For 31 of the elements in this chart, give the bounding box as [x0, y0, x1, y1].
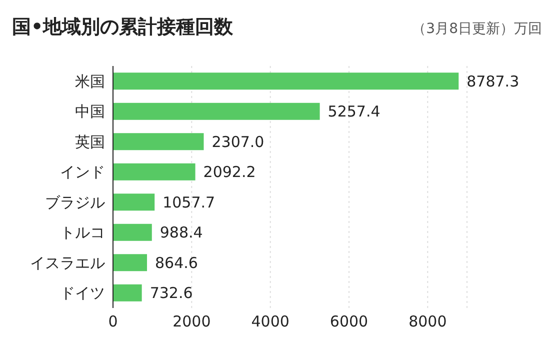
- bar: [113, 254, 148, 272]
- bar: [113, 72, 459, 90]
- bar: [113, 102, 320, 120]
- chart-subtitle: （3月8日更新）万回: [412, 20, 542, 38]
- data-label: 2307.0: [212, 132, 264, 151]
- x-tick-label: 6000: [330, 312, 368, 331]
- data-label: 8787.3: [466, 72, 520, 90]
- bar: [113, 284, 142, 302]
- data-label: 5257.4: [328, 102, 380, 121]
- x-tick-label: 4000: [251, 312, 290, 331]
- x-tick-label: 0: [108, 312, 118, 331]
- bar: [113, 224, 152, 241]
- y-tick-label: インド: [60, 163, 105, 182]
- bar: [113, 194, 155, 211]
- y-tick-label: 米国: [75, 72, 105, 90]
- y-tick-label: トルコ: [60, 224, 105, 242]
- data-label: 1057.7: [162, 193, 216, 212]
- y-tick-label: ブラジル: [45, 193, 105, 212]
- x-tick-label: 8000: [408, 312, 447, 331]
- data-label: 2092.2: [203, 163, 256, 182]
- y-tick-label: 中国: [75, 102, 105, 121]
- y-tick-label: ドイツ: [60, 284, 105, 302]
- data-label: 732.6: [150, 284, 193, 302]
- y-tick-label: イスラエル: [30, 254, 105, 272]
- bar: [113, 163, 196, 180]
- y-tick-label: 英国: [75, 132, 105, 151]
- data-label: 988.4: [160, 224, 203, 242]
- x-tick-label: 2000: [172, 312, 211, 331]
- data-label: 864.6: [155, 254, 198, 272]
- bar: [113, 133, 204, 150]
- chart-title: 国•地域別の累計接種回数: [12, 15, 234, 40]
